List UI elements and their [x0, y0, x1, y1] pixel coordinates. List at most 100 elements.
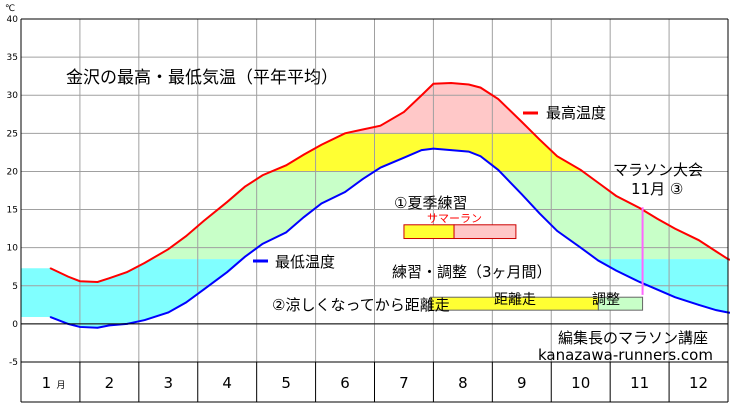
max-temp-point-16 [344, 132, 346, 135]
max-temp-point-27 [538, 138, 541, 141]
min-temp-point-32 [638, 281, 641, 283]
max-temp-point-0 [49, 267, 52, 270]
max-temp-point-9 [202, 220, 205, 222]
y-tick-label-40: 40 [7, 15, 19, 25]
month-suffix: 月 [56, 380, 65, 391]
max-temp-point-30 [597, 182, 600, 184]
month-label-6: 6 [340, 374, 350, 392]
max-temp-legend: 最高温度 [523, 104, 606, 122]
min-temp-point-16 [344, 191, 346, 193]
month-label-7: 7 [399, 374, 409, 392]
min-temp-point-28 [556, 230, 558, 232]
y-tick-label-20: 20 [7, 167, 19, 177]
distance-run-note: ②涼しくなってから距離走 [272, 296, 450, 314]
month-label-11: 11 [630, 374, 649, 392]
min-temp-point-26 [520, 193, 523, 196]
min-temp-point-15 [320, 202, 323, 205]
training-schedule [403, 207, 644, 311]
max-temp-point-19 [403, 111, 405, 113]
min-temp-point-11 [244, 256, 246, 258]
max-temp-point-21 [432, 82, 435, 85]
min-temp-point-21 [432, 147, 435, 150]
max-temp-point-10 [226, 201, 229, 203]
min-temp-point-13 [285, 231, 287, 234]
series-lines [49, 82, 730, 329]
y-tick-label-10: 10 [7, 244, 19, 254]
min-temp-point-36 [715, 309, 718, 311]
min-temp-point-22 [450, 149, 452, 151]
max-temp-point-29 [579, 169, 582, 171]
max-temp-point-13 [285, 164, 287, 167]
max-temp-point-3 [96, 281, 99, 283]
max-temp-point-18 [379, 124, 382, 127]
max-temp-point-6 [143, 262, 146, 264]
max-temp-point-5 [126, 271, 128, 273]
credit-url: kanazawa-runners.com [538, 346, 713, 364]
y-tick-label-5: 5 [12, 282, 18, 292]
marathon-date-label: 11月 ③ [631, 180, 683, 198]
month-label-9: 9 [517, 374, 527, 392]
max-temp-point-32 [638, 207, 641, 209]
min-temp-point-33 [656, 288, 659, 291]
min-temp-point-18 [379, 166, 382, 169]
max-temp-point-15 [320, 143, 323, 146]
min-temp-point-10 [226, 271, 229, 273]
max-temp-point-1 [67, 275, 69, 278]
min-temp-point-27 [538, 212, 541, 215]
min-temp-point-24 [479, 155, 482, 157]
marathon-label: マラソン大会 [613, 161, 703, 179]
summer-bar-pink [453, 224, 517, 240]
min-temp-point-23 [467, 150, 470, 153]
min-temp-point-8 [185, 301, 187, 304]
adjust-bar [597, 296, 644, 311]
min-temp-point-29 [579, 246, 582, 249]
month-label-4: 4 [222, 374, 232, 392]
min-temp-point-14 [303, 216, 305, 218]
min-temp-point-7 [167, 311, 170, 314]
y-tick-label-15: 15 [7, 206, 18, 216]
min-temp-point-19 [403, 156, 405, 159]
min-temp-point-3 [96, 326, 99, 329]
summer-bar-yellow [403, 224, 455, 240]
min-temp-point-0 [49, 316, 52, 318]
max-temp-point-36 [715, 250, 718, 253]
distance-run-bar-label: 距離走 [494, 291, 536, 308]
min-temp-point-17 [361, 178, 364, 180]
y-tick-label--5: -5 [9, 358, 18, 368]
month-label-10: 10 [571, 374, 590, 392]
min-temp-point-9 [202, 288, 205, 291]
min-temp-legend: 最低温度 [253, 253, 335, 271]
max-temp-point-7 [167, 248, 170, 250]
max-legend-label: 最高温度 [546, 104, 606, 122]
max-temp-point-22 [450, 82, 452, 84]
max-temp-point-28 [556, 155, 558, 157]
max-temp-point-14 [303, 153, 305, 156]
y-tick-label-35: 35 [7, 53, 18, 63]
max-temp-point-20 [420, 94, 423, 97]
min-temp-point-31 [615, 269, 617, 272]
y-tick-label-25: 25 [7, 129, 18, 139]
chart-title: 金沢の最高・最低気温（平年平均） [66, 68, 338, 88]
month-label-2: 2 [105, 374, 115, 392]
month-axis: 1 月 2 3 4 5 6 7 8 9 10 11 12 [21, 361, 728, 403]
month-label-8: 8 [458, 374, 468, 392]
max-temp-point-4 [108, 277, 111, 279]
min-temp-point-34 [674, 296, 676, 299]
max-temp-point-25 [497, 98, 500, 100]
month-label-3: 3 [164, 374, 174, 392]
min-legend-label: 最低温度 [275, 253, 335, 271]
y-tick-label-0: 0 [12, 320, 18, 330]
min-temp-point-35 [697, 304, 700, 306]
month-label-1: 1 [42, 374, 52, 392]
max-temp-point-24 [479, 86, 482, 89]
max-temp-point-23 [467, 83, 470, 86]
max-temp-point-11 [244, 185, 246, 188]
max-temp-point-2 [79, 280, 81, 283]
summer-run-label: サマーラン [427, 212, 482, 225]
month-label-12: 12 [689, 374, 708, 392]
credit-title: 編集長のマラソン講座 [558, 329, 708, 347]
training-period-label: 練習・調整（3ヶ月間） [392, 263, 552, 281]
max-temp-point-33 [656, 217, 659, 220]
